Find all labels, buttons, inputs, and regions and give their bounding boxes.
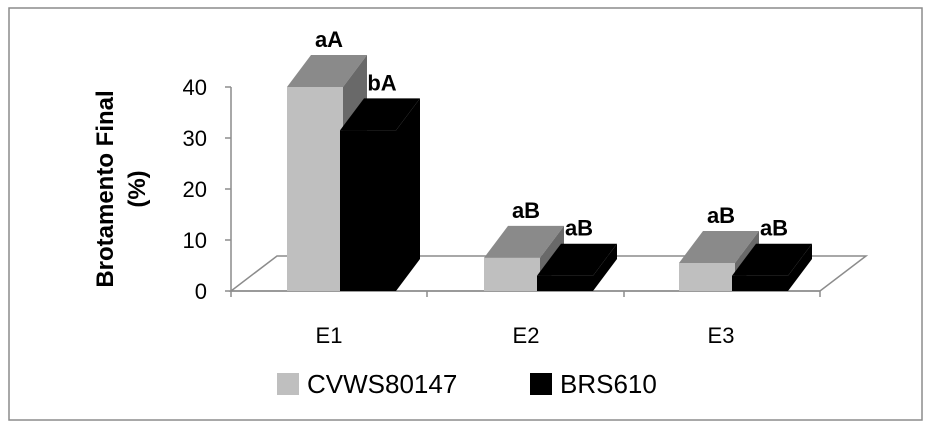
bar-top [484,225,564,258]
data-label: aB [565,216,593,241]
plot-area [225,55,869,297]
chart-border [8,7,923,421]
x-category-label: E1 [316,323,343,348]
bar-top [732,243,812,276]
bar-top [287,55,367,87]
y-axis-title: Brotamento Final (%) [92,90,151,287]
x-category-label: E3 [708,323,735,348]
bar-front [287,87,343,291]
y-tick-label: 40 [183,75,207,100]
data-label: aA [315,27,343,52]
legend: CVWS80147 BRS610 [277,369,657,399]
x-category-label: E2 [513,323,540,348]
bar-side [396,98,420,291]
legend-label: BRS610 [560,369,657,399]
bar-front [484,257,540,291]
y-tick-label: 0 [195,279,207,304]
legend-label: CVWS80147 [307,369,457,399]
bar-side [593,243,617,291]
data-label: bA [367,70,396,95]
data-label: aB [760,216,788,241]
legend-swatch [277,373,299,395]
data-label: aB [707,203,735,228]
y-tick-label: 30 [183,126,207,151]
y-tick-label: 20 [183,177,207,202]
y-axis-title-line-1: Brotamento Final [92,90,119,287]
bar-top [340,98,420,131]
bar-front [732,275,788,291]
data-label: aB [512,198,540,223]
bar-front [537,275,593,291]
bar-top [537,243,617,276]
bar-front [679,262,735,291]
y-axis-title-line-2: (%) [124,170,151,207]
bar-front [340,130,396,291]
bar-top [679,230,759,263]
y-tick-label: 10 [183,228,207,253]
bar-side [788,243,812,291]
legend-swatch [530,373,552,395]
label-layer: 0 10 20 30 40 E1 E2 E3 aA bA aB aB aB aB [183,27,789,348]
